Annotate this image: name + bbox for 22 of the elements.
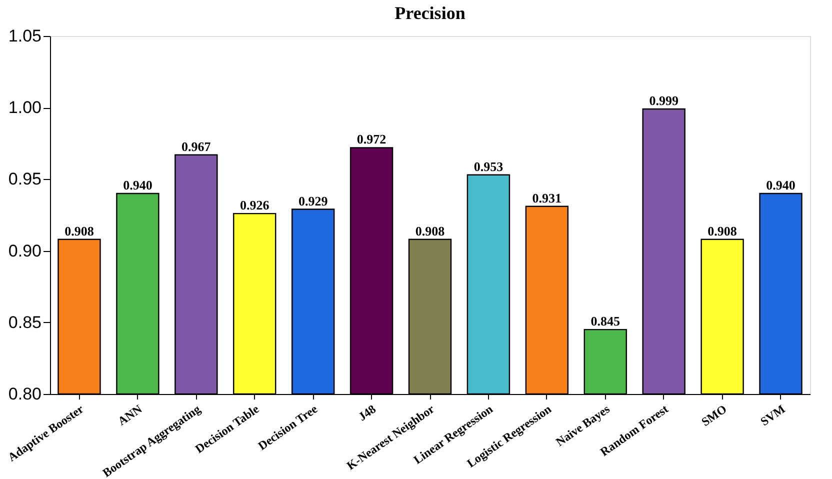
- data-label: 0.953: [474, 158, 504, 174]
- y-tick-label: 1.00: [8, 98, 42, 118]
- y-tick-label: 0.80: [8, 384, 42, 404]
- y-tick-label: 0.85: [8, 312, 42, 332]
- data-label: 0.972: [356, 132, 386, 147]
- data-label: 0.940: [766, 178, 796, 193]
- y-tick-label: 0.90: [8, 241, 42, 260]
- data-label: 0.999: [649, 93, 679, 108]
- data-label: 0.908: [64, 223, 94, 238]
- y-tick-label: 0.95: [8, 170, 42, 189]
- data-label: 0.845: [590, 314, 621, 329]
- data-label: 0.929: [298, 193, 328, 208]
- data-label: 0.940: [123, 178, 152, 193]
- x-tick-label: SMO: [698, 402, 730, 430]
- data-label: 0.908: [415, 223, 446, 238]
- data-label: 0.926: [240, 198, 270, 213]
- data-label: 0.931: [532, 190, 562, 206]
- x-tick-label: J48: [356, 402, 378, 424]
- data-label: 0.967: [182, 138, 212, 154]
- y-tick-label: 1.05: [8, 26, 42, 46]
- chart-title: Precision: [394, 3, 466, 23]
- data-label: 0.908: [708, 223, 738, 238]
